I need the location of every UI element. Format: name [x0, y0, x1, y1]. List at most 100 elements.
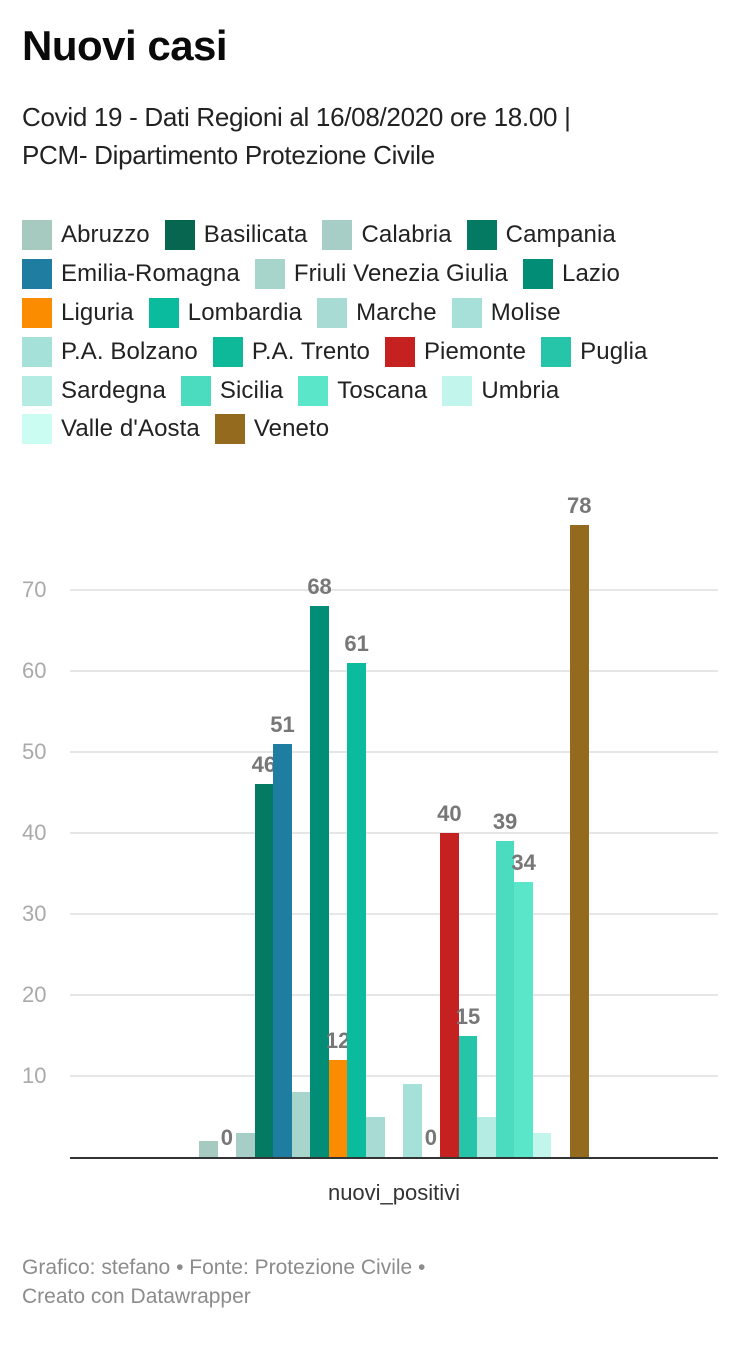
- footer-datawrapper: Creato con Datawrapper: [22, 1285, 251, 1308]
- legend-row: Liguria Lombardia Marche Molise: [22, 294, 732, 333]
- legend-item: Molise: [451, 297, 561, 328]
- gridline: [70, 589, 718, 591]
- footer-credits: Grafico: stefano • Fonte: Protezione Civ…: [22, 1256, 426, 1279]
- bar-value-label: 46: [251, 752, 277, 778]
- bar-value-label: 15: [455, 1003, 481, 1029]
- y-tick-label: 10: [22, 1063, 47, 1088]
- legend-item: Piemonte: [384, 336, 526, 367]
- legend-swatch-icon: [254, 259, 285, 290]
- bar-value-label: 61: [344, 630, 369, 656]
- legend-label: Lombardia: [187, 298, 303, 326]
- bar-value-label: 39: [492, 809, 518, 835]
- legend-item: Veneto: [214, 414, 329, 445]
- legend-swatch-icon: [212, 336, 243, 367]
- legend-label: Sardegna: [61, 376, 166, 404]
- chart-legend: Abruzzo Basilicata Calabria Campania Emilia-…: [22, 216, 732, 449]
- bar-friuli-venezia-giulia[interactable]: [291, 1092, 311, 1157]
- legend-label: Marche: [356, 298, 437, 326]
- legend-label: Molise: [490, 298, 561, 326]
- y-tick-label: 70: [22, 577, 47, 602]
- legend-label: Abruzzo: [61, 221, 150, 249]
- legend-label: P.A. Trento: [251, 337, 370, 365]
- legend-swatch-icon: [148, 297, 179, 328]
- bar-value-label: 68: [307, 574, 332, 600]
- legend-row: Emilia-Romagna Friuli Venezia Giulia Lazio: [22, 255, 732, 294]
- chart-title: Nuovi casi: [22, 22, 228, 69]
- legend-label: Puglia: [580, 337, 648, 365]
- legend-label: Friuli Venezia Giulia: [293, 260, 509, 288]
- legend-label: Campania: [505, 221, 616, 249]
- legend-item: Liguria: [22, 297, 134, 328]
- legend-item: Sicilia: [180, 375, 283, 406]
- bar-umbria[interactable]: [532, 1132, 552, 1157]
- bar-sardegna[interactable]: [477, 1116, 496, 1157]
- legend-item: Campania: [466, 220, 616, 251]
- legend-swatch-icon: [322, 220, 353, 251]
- subtitle-line-1: Covid 19 - Dati Regioni al 16/08/2020 or…: [22, 102, 571, 132]
- bar-toscana[interactable]: [514, 881, 533, 1157]
- bar-sicilia[interactable]: [495, 841, 515, 1157]
- bar-calabria[interactable]: [236, 1132, 255, 1157]
- bar-p-a-bolzano[interactable]: [403, 1084, 422, 1157]
- bar-value-label: 78: [567, 493, 592, 519]
- bar-value-label: 51: [270, 711, 295, 737]
- bar-value-label: 34: [511, 849, 536, 875]
- bar-puglia[interactable]: [458, 1035, 478, 1157]
- bar-value-label: 0: [220, 1125, 233, 1150]
- subtitle-line-2: PCM- Dipartimento Protezione Civile: [22, 140, 435, 170]
- y-tick-label: 30: [22, 901, 47, 926]
- legend-item: Lazio: [523, 259, 620, 290]
- legend-item: P.A. Trento: [212, 336, 370, 367]
- y-tick-label: 20: [22, 982, 47, 1007]
- legend-item: Basilicata: [164, 220, 308, 251]
- legend-item: Abruzzo: [22, 220, 150, 251]
- legend-item: Friuli Venezia Giulia: [254, 259, 509, 290]
- bar-abruzzo[interactable]: [199, 1140, 218, 1157]
- legend-swatch-icon: [22, 259, 52, 290]
- gridline: [70, 751, 718, 753]
- legend-swatch-icon: [384, 336, 415, 367]
- legend-swatch-icon: [164, 220, 195, 251]
- legend-row: P.A. Bolzano P.A. Trento Piemonte Puglia: [22, 332, 732, 371]
- y-tick-label: 40: [22, 820, 47, 845]
- gridline: [70, 670, 718, 672]
- legend-label: Lazio: [562, 260, 620, 288]
- bar-lazio[interactable]: [310, 606, 329, 1157]
- legend-label: Emilia-Romagna: [61, 260, 240, 288]
- gridline: [70, 1075, 718, 1077]
- legend-swatch-icon: [317, 297, 348, 328]
- legend-label: Umbria: [481, 376, 560, 404]
- legend-swatch-icon: [22, 375, 52, 406]
- legend-label: P.A. Bolzano: [61, 337, 198, 365]
- gridline: [70, 832, 718, 834]
- legend-item: Umbria: [442, 375, 560, 406]
- legend-item: Calabria: [322, 220, 452, 251]
- bar-campania[interactable]: [254, 784, 274, 1157]
- bar-value-label: 40: [437, 801, 462, 826]
- bar-marche[interactable]: [365, 1116, 385, 1157]
- legend-swatch-icon: [298, 375, 329, 406]
- chart-footer: Grafico: stefano • Fonte: Protezione Civ…: [22, 1253, 425, 1311]
- chart-subtitle: Covid 19 - Dati Regioni al 16/08/2020 or…: [22, 98, 722, 174]
- bar-emilia-romagna[interactable]: [273, 743, 292, 1157]
- legend-swatch-icon: [442, 375, 473, 406]
- legend-label: Calabria: [361, 221, 452, 249]
- x-axis-baseline: [70, 1157, 718, 1159]
- legend-label: Liguria: [61, 298, 134, 326]
- bar-lombardia[interactable]: [347, 662, 366, 1157]
- legend-row: Sardegna Sicilia Toscana Umbria: [22, 371, 732, 410]
- legend-label: Valle d'Aosta: [61, 415, 200, 443]
- y-tick-label: 50: [22, 739, 47, 764]
- legend-swatch-icon: [180, 375, 211, 406]
- bar-veneto[interactable]: [570, 525, 589, 1157]
- legend-label: Toscana: [337, 376, 428, 404]
- bar-value-label: 0: [424, 1125, 437, 1150]
- legend-swatch-icon: [541, 336, 572, 367]
- legend-item: Lombardia: [148, 297, 303, 328]
- legend-item: Sardegna: [22, 375, 166, 406]
- legend-swatch-icon: [214, 414, 245, 445]
- bar-piemonte[interactable]: [440, 833, 459, 1157]
- legend-swatch-icon: [22, 297, 52, 328]
- bar-liguria[interactable]: [328, 1059, 348, 1157]
- legend-swatch-icon: [22, 220, 52, 251]
